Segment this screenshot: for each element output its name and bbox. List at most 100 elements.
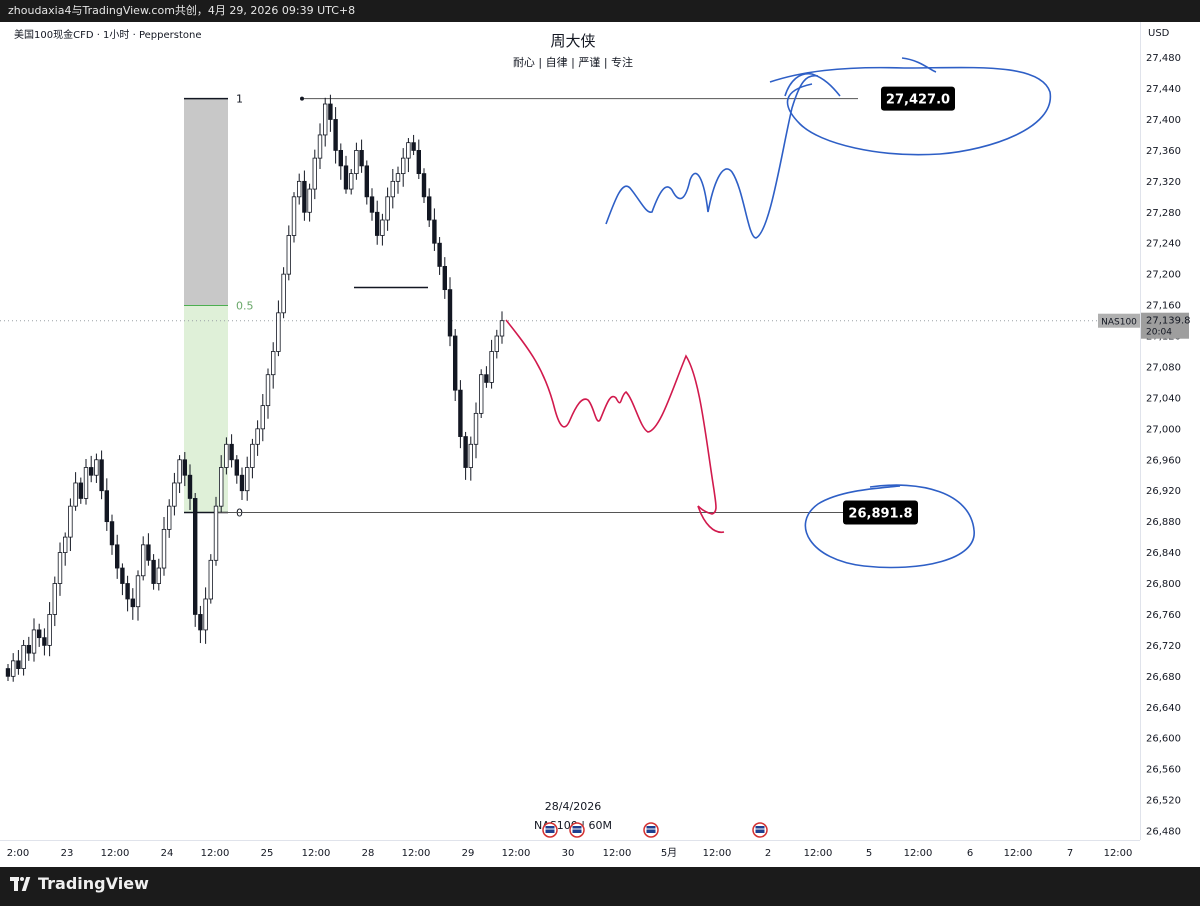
candle-body: [218, 467, 224, 507]
candle-body: [229, 443, 234, 461]
candle-body: [140, 544, 146, 577]
candle: [125, 575, 130, 612]
target-line-anchor: [300, 96, 304, 101]
candle-body: [182, 459, 187, 476]
candle: [317, 123, 323, 169]
time-tick-label: 12:00: [703, 848, 732, 859]
candle-body: [172, 482, 177, 507]
candle-body: [192, 498, 198, 615]
us-event-flag-icon[interactable]: [643, 822, 659, 838]
candle: [104, 478, 109, 531]
candle: [115, 534, 120, 579]
candle: [432, 208, 437, 251]
candle-body: [286, 235, 291, 275]
candle-body: [16, 660, 21, 669]
current-price-countdown: 20:04: [1146, 328, 1172, 338]
candle-body: [78, 482, 83, 499]
chart-watermark-title: 周大侠: [550, 32, 596, 50]
candle: [411, 134, 416, 156]
candle: [463, 431, 468, 480]
price-tick-label: 26,760: [1146, 610, 1181, 621]
us-event-flag-icon[interactable]: [752, 822, 768, 838]
candle-body: [452, 335, 458, 391]
candle-body: [421, 173, 427, 198]
candle: [276, 300, 281, 357]
candle: [478, 369, 484, 419]
price-tick-label: 27,440: [1146, 84, 1181, 95]
candle: [208, 554, 213, 604]
candle-body: [37, 629, 42, 639]
candle-body: [333, 119, 338, 151]
candle-body: [47, 614, 52, 646]
price-tick-label: 27,480: [1146, 53, 1181, 64]
candle: [359, 139, 364, 173]
time-tick-label: 5: [866, 848, 872, 859]
candle-body: [255, 428, 260, 445]
price-tick-label: 26,520: [1146, 796, 1181, 807]
candle-body: [458, 389, 463, 437]
candle: [421, 168, 427, 203]
candle-body: [83, 467, 89, 499]
share-bar: zhoudaxia4与TradingView.com共创，4月 29, 2026…: [0, 0, 1200, 22]
candle-body: [21, 644, 26, 669]
us-event-flag-icon[interactable]: [569, 822, 585, 838]
candle-body: [338, 150, 343, 167]
candle-body: [411, 142, 416, 151]
candle-body: [135, 575, 141, 608]
candle-body: [307, 188, 312, 213]
current-symbol-badge: [1098, 313, 1140, 328]
candle: [182, 452, 187, 487]
candle-body: [156, 567, 161, 584]
candle: [494, 329, 499, 359]
symbol-legend[interactable]: 美国100现金CFD · 1小时 · Pepperstone: [14, 30, 202, 41]
candle-body: [260, 405, 265, 430]
candle-body: [406, 142, 411, 159]
time-tick-label: 12:00: [502, 848, 531, 859]
candle: [452, 329, 458, 401]
candle-body: [161, 528, 167, 569]
candle-body: [42, 637, 47, 646]
candle: [265, 368, 271, 419]
candle: [109, 514, 115, 555]
time-tick-label: 30: [562, 848, 575, 859]
candle-body: [224, 443, 229, 468]
current-symbol-label: NAS100: [1101, 318, 1137, 328]
candle-body: [437, 242, 442, 267]
candle-body: [120, 567, 125, 584]
candle-body: [322, 103, 328, 136]
candle-body: [73, 482, 78, 507]
candle: [380, 213, 385, 246]
candle: [68, 498, 73, 552]
time-tick-label: 29: [462, 848, 475, 859]
candle-body: [291, 196, 297, 236]
candle-body: [276, 312, 281, 352]
candle-body: [151, 559, 156, 584]
price-axis-bg: [1140, 22, 1200, 840]
candle-body: [250, 443, 255, 468]
candle-body: [115, 544, 120, 569]
candle: [416, 139, 421, 180]
price-tick-label: 26,480: [1146, 827, 1181, 838]
candle-body: [374, 211, 380, 236]
candle-body: [463, 436, 468, 468]
candle: [458, 380, 463, 449]
candle-body: [369, 196, 375, 213]
share-line: zhoudaxia4与TradingView.com共创，4月 29, 2026…: [8, 4, 356, 17]
time-tick-label: 25: [261, 848, 274, 859]
tradingview-brand[interactable]: TradingView: [10, 874, 149, 893]
candle: [198, 605, 203, 644]
price-tick-label: 27,280: [1146, 208, 1181, 219]
candle: [203, 587, 208, 644]
chart-watermark-subtitle: 耐心 | 自律 | 严谨 | 专注: [512, 56, 634, 69]
candle-body: [57, 552, 63, 584]
candle-body: [244, 467, 250, 492]
price-tick-label: 27,040: [1146, 393, 1181, 404]
us-event-flag-icon[interactable]: [542, 822, 558, 838]
brand-name: TradingView: [38, 874, 149, 893]
candle: [99, 450, 104, 500]
candle-body: [198, 614, 203, 631]
currency-label: USD: [1148, 28, 1170, 39]
candle: [291, 192, 297, 243]
candle-body: [416, 150, 421, 175]
